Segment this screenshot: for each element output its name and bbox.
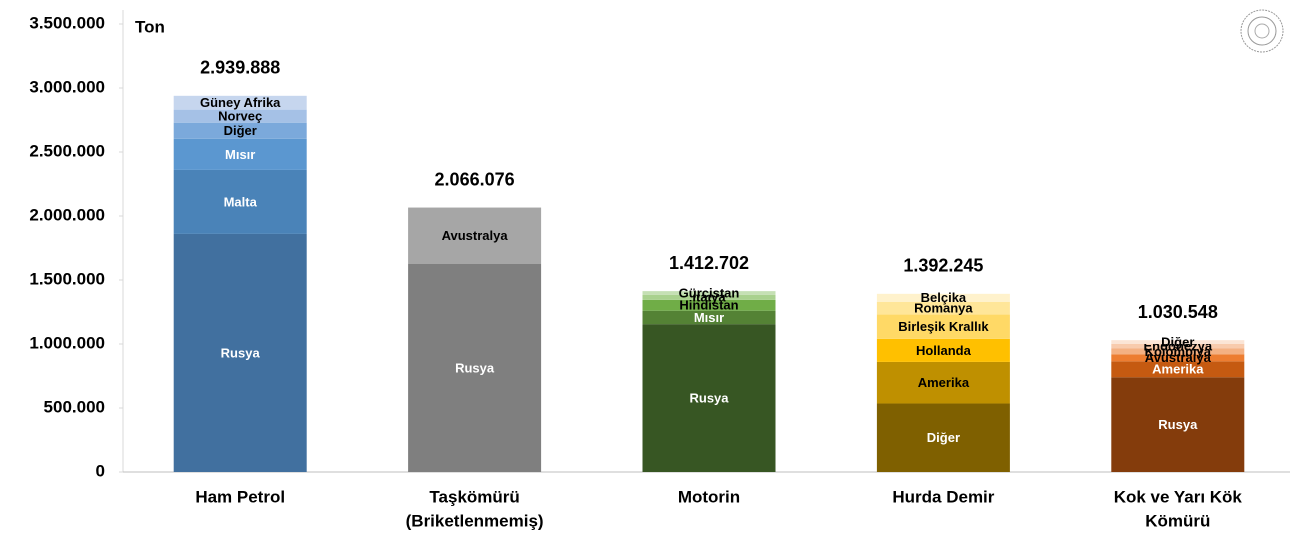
bar-segment — [173, 122, 307, 139]
y-tick-label: 2.500.000 — [29, 141, 105, 160]
bar-segment — [876, 338, 1010, 362]
segment-label: Diğer — [224, 123, 257, 138]
segment-label: Birleşik Krallık — [898, 319, 989, 334]
total-label: 2.939.888 — [200, 57, 280, 77]
bar-segment — [642, 299, 776, 311]
bar-segment — [876, 361, 1010, 404]
y-tick-label: 2.000.000 — [29, 205, 105, 224]
segment-label: Diğer — [927, 430, 960, 445]
bar-segment — [876, 301, 1010, 315]
segment-label: Rusya — [455, 360, 495, 375]
x-tick-label: (Briketlenmemiş) — [406, 511, 544, 530]
segment-label: Romanya — [914, 301, 973, 316]
bar-segment — [1111, 348, 1245, 355]
segment-label: Mısır — [225, 147, 255, 162]
bar-segment — [876, 314, 1010, 339]
bar-segment — [1111, 354, 1245, 362]
bar-segment — [1111, 344, 1245, 349]
segment-label: Diğer — [1161, 335, 1194, 350]
x-tick-label: Hurda Demir — [892, 487, 994, 506]
segment-label: Amerika — [918, 375, 970, 390]
bar-segment — [876, 293, 1010, 302]
bar-segment — [173, 109, 307, 123]
bar-segment — [408, 207, 542, 264]
total-label: 1.392.245 — [903, 256, 983, 276]
total-label: 2.066.076 — [435, 169, 515, 189]
x-tick-label: Motorin — [678, 487, 740, 506]
segment-label: Belçika — [921, 290, 967, 305]
segment-label: Avustralya — [442, 228, 509, 243]
segment-label: Mısır — [694, 310, 724, 325]
segment-label: Güney Afrika — [200, 95, 281, 110]
total-label: 1.030.548 — [1138, 302, 1218, 322]
bar-segment — [173, 138, 307, 170]
emblem — [1240, 9, 1284, 53]
y-tick-label: 3.500.000 — [29, 13, 105, 32]
bar-segment — [876, 403, 1010, 472]
bar-segment — [642, 291, 776, 295]
x-tick-label: Kok ve Yarı Kök — [1114, 487, 1243, 506]
bar-segment — [642, 294, 776, 300]
y-tick-label: 1.000.000 — [29, 333, 105, 352]
y-unit: Ton — [135, 17, 165, 36]
y-tick-label: 1.500.000 — [29, 269, 105, 288]
bar-segment — [642, 324, 776, 472]
x-tick-label: Taşkömürü — [429, 487, 519, 506]
bar-segment — [1111, 361, 1245, 378]
y-tick-label: 3.000.000 — [29, 77, 105, 96]
y-tick-label: 500.000 — [44, 397, 105, 416]
y-tick-label: 0 — [96, 461, 105, 480]
bar-segment — [173, 95, 307, 110]
segment-label: Hindistan — [679, 298, 738, 313]
segment-label: Rusya — [689, 391, 729, 406]
segment-label: Rusya — [221, 345, 261, 360]
bar-segment — [408, 264, 542, 472]
segment-label: Malta — [224, 194, 258, 209]
bar-segment — [1111, 377, 1245, 472]
bar-segment — [173, 233, 307, 472]
total-label: 1.412.702 — [669, 253, 749, 273]
x-tick-label: Kömürü — [1145, 511, 1210, 530]
x-tick-label: Ham Petrol — [195, 487, 285, 506]
segment-label: Gürcistan — [679, 285, 740, 300]
segment-label: Hollanda — [916, 343, 972, 358]
segment-label: Rusya — [1158, 417, 1198, 432]
bar-segment — [173, 169, 307, 234]
segment-label: Amerika — [1152, 362, 1204, 377]
bar-segment — [1111, 340, 1245, 344]
segment-label: Norveç — [218, 109, 262, 124]
bar-segment — [642, 310, 776, 325]
